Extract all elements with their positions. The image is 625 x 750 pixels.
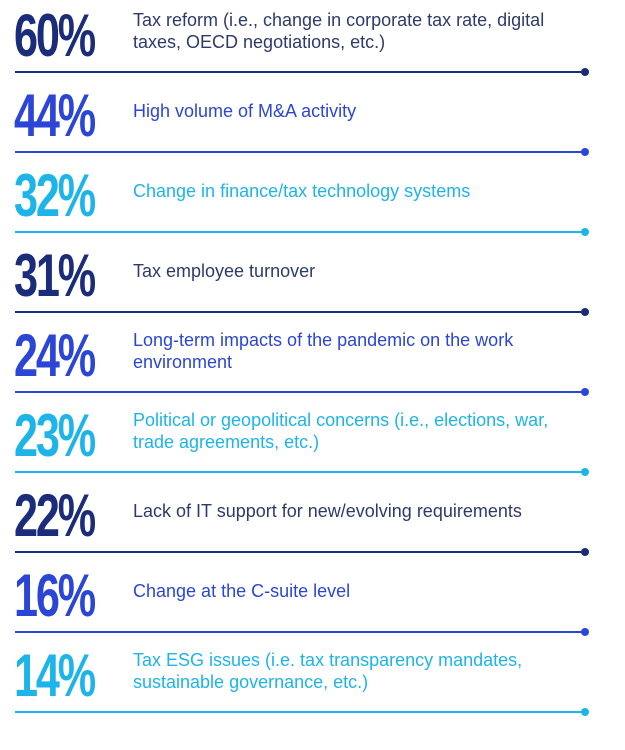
stat-label: Tax reform (i.e., change in corporate ta… [133, 10, 545, 52]
stat-row: 14% Tax ESG issues (i.e. tax transparency… [0, 640, 625, 720]
divider-line [15, 711, 585, 713]
stat-row: 60% Tax reform (i.e., change in corporate… [0, 0, 625, 80]
stat-row: 24% Long-term impacts of the pandemic on … [0, 320, 625, 400]
divider-line [15, 471, 585, 473]
divider-dot [581, 548, 589, 556]
stat-percentage: 22% [14, 482, 96, 549]
stat-label: Long-term impacts of the pandemic on the… [133, 330, 514, 372]
stat-label: Tax ESG issues (i.e. tax transparency ma… [133, 650, 523, 692]
divider-line [15, 151, 585, 153]
stat-label: Change at the C-suite level [133, 581, 351, 601]
stat-label: Lack of IT support for new/evolving requ… [133, 501, 522, 521]
divider-line [15, 551, 585, 553]
stat-row: 23% Political or geopolitical concerns (i… [0, 400, 625, 480]
divider-line [15, 71, 585, 73]
stat-percentage: 44% [14, 82, 96, 149]
divider-dot [581, 468, 589, 476]
stat-percentage: 24% [14, 322, 96, 389]
stat-percentage: 31% [14, 242, 96, 309]
divider-dot [581, 628, 589, 636]
stat-percentage: 23% [14, 402, 96, 469]
divider-dot [581, 388, 589, 396]
stat-percentage: 60% [14, 2, 96, 69]
divider-line [15, 311, 585, 313]
divider-line [15, 231, 585, 233]
stat-label: Political or geopolitical concerns (i.e.… [133, 410, 549, 452]
stat-row: 32% Change in finance/tax technology syst… [0, 160, 625, 240]
stat-row: 22% Lack of IT support for new/evolving r… [0, 480, 625, 560]
stat-row: 16% Change at the C-suite level [0, 560, 625, 640]
stat-label: Change in finance/tax technology systems [133, 181, 471, 201]
divider-dot [581, 708, 589, 716]
divider-line [15, 631, 585, 633]
stat-label: High volume of M&A activity [133, 101, 357, 121]
stat-percentage: 14% [14, 642, 96, 709]
stat-label: Tax employee turnover [133, 261, 316, 281]
divider-dot [581, 68, 589, 76]
divider-dot [581, 308, 589, 316]
stat-percentage: 32% [14, 162, 96, 229]
stat-row: 44% High volume of M&A activity [0, 80, 625, 160]
stat-row: 31% Tax employee turnover [0, 240, 625, 320]
divider-dot [581, 228, 589, 236]
divider-line [15, 391, 585, 393]
stat-percentage: 16% [14, 562, 96, 629]
divider-dot [581, 148, 589, 156]
